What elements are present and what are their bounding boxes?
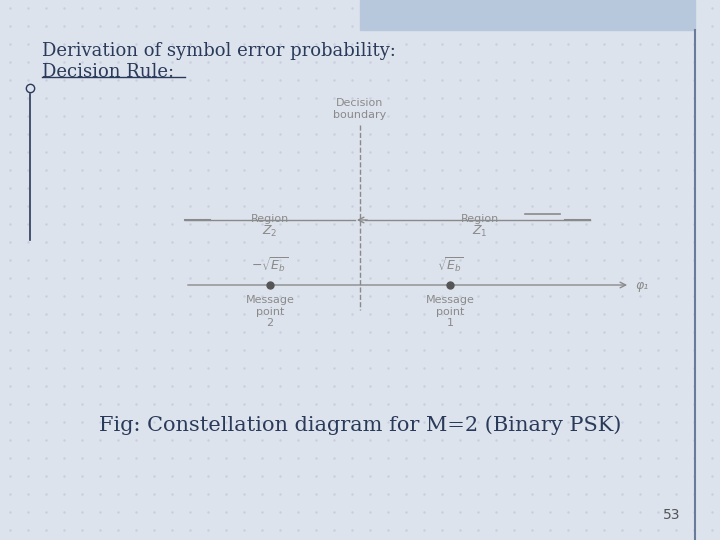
Text: Region: Region — [461, 214, 499, 224]
Text: Derivation of symbol error probability:: Derivation of symbol error probability: — [42, 42, 396, 60]
Text: Message
point
2: Message point 2 — [246, 295, 294, 328]
Text: Message
point
1: Message point 1 — [426, 295, 474, 328]
Text: $\sqrt{E_b}$: $\sqrt{E_b}$ — [436, 256, 464, 275]
Text: Decision
boundary: Decision boundary — [333, 98, 387, 120]
Text: Fig: Constellation diagram for M=2 (Binary PSK): Fig: Constellation diagram for M=2 (Bina… — [99, 415, 621, 435]
Text: $-\sqrt{E_b}$: $-\sqrt{E_b}$ — [251, 256, 289, 275]
Text: $Z_2$: $Z_2$ — [262, 224, 278, 239]
Text: 53: 53 — [662, 508, 680, 522]
Text: φ₁: φ₁ — [635, 279, 648, 292]
Text: $Z_1$: $Z_1$ — [472, 224, 487, 239]
Text: Decision Rule:: Decision Rule: — [42, 63, 174, 81]
Text: Region: Region — [251, 214, 289, 224]
